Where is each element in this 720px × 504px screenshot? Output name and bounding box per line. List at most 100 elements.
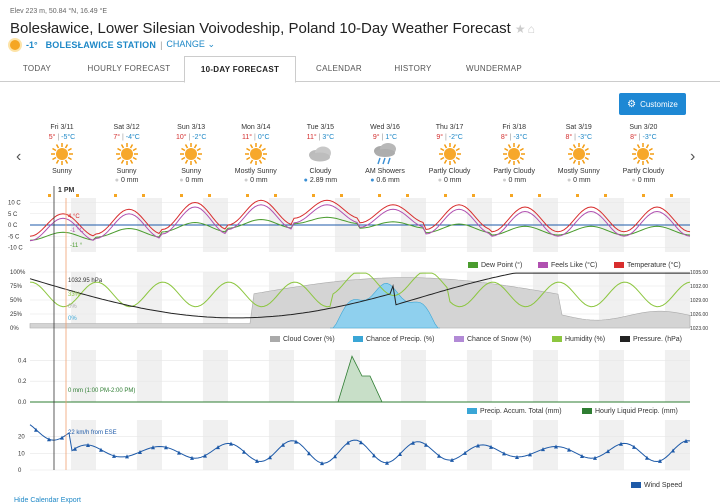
day-high: 9°: [372, 134, 380, 141]
tab-today[interactable]: TODAY: [22, 64, 52, 73]
tab-wundermap[interactable]: WUNDERMAP: [465, 64, 523, 73]
wind-direction-arrow: [86, 442, 90, 447]
day-date: Sat 3/12: [113, 124, 140, 131]
wind-direction-arrow: [60, 435, 64, 440]
next-days-arrow[interactable]: ›: [690, 148, 696, 165]
raindrop-icon: ●: [243, 177, 251, 184]
temp-separator: |: [507, 134, 514, 141]
day-date: Fri 3/11: [50, 124, 74, 131]
sunrise-marker: [576, 194, 579, 197]
wind-direction-arrow: [99, 447, 103, 452]
footer-links[interactable]: Hide Calendar Export: [14, 497, 81, 504]
sunrise-marker: [180, 194, 183, 197]
day-column[interactable]: Fri 3/11 5° | -5°C Sunny: [30, 124, 94, 184]
legend-precip-total: Precip. Accum. Total (mm): [480, 408, 562, 415]
wind-direction-arrow: [203, 453, 207, 458]
y-tick-label: 10: [18, 451, 25, 457]
day-temps: 8° | -3°C: [611, 134, 675, 141]
sunny-icon: [95, 142, 159, 166]
sunset-marker: [472, 194, 475, 197]
day-column[interactable]: Sat 3/19 8° | -3°C Mostly Sunny ● 0 mm: [547, 124, 611, 184]
sunset-marker: [274, 194, 277, 197]
wind-direction-arrow: [528, 452, 532, 457]
wind-direction-arrow: [307, 451, 311, 456]
legend-pressure: Pressure. (hPa): [633, 336, 682, 343]
day-column[interactable]: Thu 3/17 9° | -2°C Partly Cloudy ● 0 mm: [418, 124, 482, 184]
day-column[interactable]: Sun 3/20 8° | -3°C Partly Cloudy ● 0 mm: [611, 124, 675, 184]
tab-10-day-forecast[interactable]: 10-DAY FORECAST: [184, 56, 296, 83]
customize-button[interactable]: ⚙ Customize: [619, 93, 686, 115]
day-high: 11°: [242, 134, 253, 141]
day-column[interactable]: Sat 3/12 7° | -4°C Sunny ● 0 mm: [95, 124, 159, 184]
elevation-info: Elev 223 m, 50.84 °N, 16.49 °E: [10, 8, 108, 15]
legend-swatch: [582, 408, 592, 414]
y-tick-label-right: 1035.00: [690, 270, 708, 276]
legend-chance-precip: Chance of Precip. (%): [366, 336, 434, 343]
y-tick-label: -5 C: [8, 234, 20, 240]
day-low: -2°C: [192, 134, 207, 141]
day-column[interactable]: Tue 3/15 11° | 3°C Cloudy ● 2.89 mm: [288, 124, 352, 184]
wind-direction-arrow: [216, 445, 220, 450]
legend-feels-like: Feels Like (°C): [551, 261, 597, 269]
prev-days-arrow[interactable]: ‹: [16, 148, 22, 165]
humidity-annotation: 33%: [68, 292, 81, 298]
day-column[interactable]: Fri 3/18 8° | -3°C Partly Cloudy ● 0 mm: [482, 124, 546, 184]
station-separator: |: [160, 39, 163, 50]
change-station-link[interactable]: CHANGE ⌄: [166, 39, 215, 50]
temp-separator: |: [186, 134, 193, 141]
day-precip-amount: 0 mm: [185, 177, 204, 184]
day-precip: ● 0 mm: [547, 177, 611, 184]
day-low: -5°C: [61, 134, 76, 141]
wind-direction-arrow: [645, 455, 649, 460]
day-date: Sun 3/20: [629, 124, 658, 131]
raindrop-icon: ●: [437, 177, 444, 184]
sunrise-marker: [378, 194, 381, 197]
legend-swatch: [468, 262, 478, 268]
tab-history[interactable]: HISTORY: [394, 64, 432, 73]
y-tick-label: 10 C: [8, 201, 21, 207]
tab-hourly-forecast[interactable]: HOURLY FORECAST: [87, 64, 171, 73]
tab-calendar[interactable]: CALENDAR: [316, 64, 362, 73]
day-condition: Sunny: [181, 168, 202, 175]
night-band: [532, 420, 558, 470]
dew-point-line: [29, 216, 691, 241]
night-band: [664, 420, 690, 470]
day-high: 11°: [306, 134, 317, 141]
sunny-icon: [482, 142, 546, 166]
day-condition: Mostly Sunny: [234, 168, 277, 175]
day-temps: 10° | -2°C: [159, 134, 223, 141]
day-low: -2°C: [448, 134, 463, 141]
page-title-text: Bolesławice, Lower Silesian Voivodeship,…: [10, 20, 511, 37]
y-tick-label: 0.4: [18, 358, 27, 364]
home-icon[interactable]: ⌂: [527, 22, 535, 36]
sunrise-marker: [312, 194, 315, 197]
day-precip-amount: 0 mm: [573, 177, 591, 184]
wind-direction-arrow: [671, 448, 675, 453]
wind-direction-arrow: [164, 445, 168, 450]
wind-direction-arrow: [320, 461, 324, 466]
night-band: [202, 350, 228, 402]
pressure-line: [29, 272, 690, 319]
favorite-star-icon[interactable]: ★: [514, 22, 526, 36]
day-column[interactable]: Sun 3/13 10° | -2°C Sunny ● 0 mm: [159, 124, 223, 184]
raindrop-icon: ●: [370, 177, 377, 184]
day-temps: 11° | 0°C: [224, 134, 288, 141]
day-column[interactable]: Wed 3/16 9° | 1°C AM Showers ● 0.6 mm: [353, 124, 417, 184]
night-band: [400, 420, 426, 470]
day-precip: ● 0.6 mm: [353, 177, 417, 184]
sunny-icon: [611, 142, 675, 166]
cursor-time-label: 1 PM: [58, 187, 75, 194]
day-high: 8°: [500, 134, 508, 141]
wind-direction-arrow: [632, 444, 636, 449]
raindrop-icon: ●: [631, 177, 638, 184]
wind-direction-arrow: [255, 458, 259, 463]
day-temps: 9° | 1°C: [353, 134, 417, 141]
wind-direction-arrow: [242, 449, 246, 454]
station-name[interactable]: BOLESŁAWICE STATION: [45, 39, 157, 50]
wind-direction-arrow: [424, 442, 428, 447]
sunset-marker: [208, 194, 211, 197]
day-low: 3°C: [322, 134, 335, 141]
wind-direction-arrow: [190, 455, 194, 460]
night-band: [268, 420, 294, 470]
day-column[interactable]: Mon 3/14 11° | 0°C Mostly Sunny ● 0 mm: [224, 124, 288, 184]
